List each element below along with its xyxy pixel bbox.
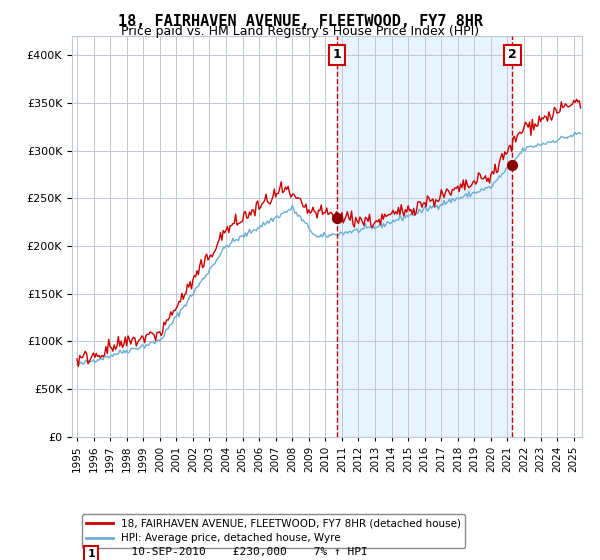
Text: Price paid vs. HM Land Registry's House Price Index (HPI): Price paid vs. HM Land Registry's House …	[121, 25, 479, 38]
Text: 2: 2	[508, 48, 517, 62]
Text: 1: 1	[332, 48, 341, 62]
Point	[332, 213, 342, 222]
Legend: 18, FAIRHAVEN AVENUE, FLEETWOOD, FY7 8HR (detached house), HPI: Average price, d: 18, FAIRHAVEN AVENUE, FLEETWOOD, FY7 8HR…	[82, 514, 465, 548]
Point	[508, 161, 517, 170]
Text: 18, FAIRHAVEN AVENUE, FLEETWOOD, FY7 8HR: 18, FAIRHAVEN AVENUE, FLEETWOOD, FY7 8HR	[118, 14, 482, 29]
Bar	[337, 36, 512, 437]
Text: 10-SEP-2010    £230,000    7% ↑ HPI: 10-SEP-2010 £230,000 7% ↑ HPI	[118, 547, 368, 557]
Text: 1: 1	[88, 549, 95, 559]
